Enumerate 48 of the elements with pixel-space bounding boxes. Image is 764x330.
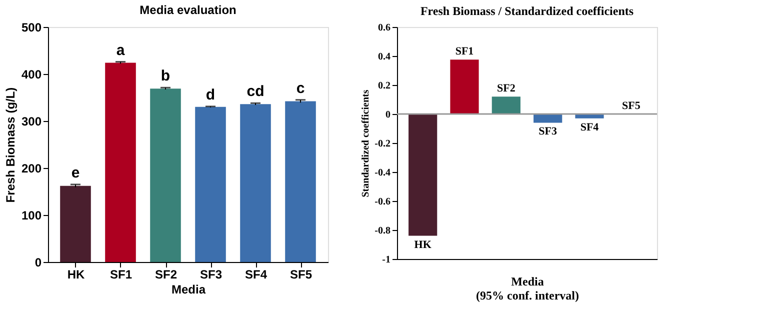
chart-title: Media evaluation (140, 3, 236, 17)
x-tick-label: HK (67, 268, 85, 282)
x-axis-title: Media (171, 282, 206, 296)
x-tick-label: SF2 (154, 268, 178, 282)
y-tick-label: -0.6 (374, 196, 390, 208)
y-tick-label: 0 (386, 110, 390, 120)
bar (492, 96, 520, 114)
x-tick-label: SF5 (622, 100, 641, 112)
x-axis-title: Media (95% conf. interval) (476, 274, 579, 302)
x-tick-label: SF4 (580, 121, 600, 134)
x-tick-label: SF3 (200, 268, 222, 282)
annotation: a (116, 42, 126, 59)
y-axis-title: Standardized coefficients (360, 90, 372, 198)
y-tick-label: -1 (382, 254, 390, 266)
y-tick-label: -0.4 (374, 168, 390, 178)
y-tick-label: -0.2 (374, 138, 390, 150)
annotation: d (206, 86, 216, 104)
bar (60, 186, 91, 262)
x-tick-label: SF1 (455, 46, 474, 58)
x-tick-label: SF3 (538, 126, 558, 138)
x-tick-label: SF1 (110, 268, 132, 282)
bar (450, 60, 479, 114)
y-axis-title: Fresh Biomass (g/L) (3, 87, 18, 203)
y-tick-label: 0.6 (378, 22, 390, 34)
x-tick-label: SF4 (244, 268, 268, 282)
bar (195, 106, 226, 262)
x-tick-label: SF5 (290, 268, 312, 282)
y-tick-label: 100 (21, 208, 42, 222)
bar (105, 62, 136, 262)
x-tick-label: HK (414, 238, 432, 251)
y-tick-label: 0.2 (378, 80, 390, 92)
y-tick-label: 500 (21, 20, 42, 34)
bar (150, 88, 181, 262)
y-tick-label: 300 (21, 114, 42, 128)
chart-title: Fresh Biomass / Standardized coefficients (420, 4, 634, 18)
y-tick-label: 400 (21, 68, 42, 82)
annotation: b (160, 68, 170, 85)
y-tick-label: 200 (21, 162, 42, 176)
annotation: e (71, 164, 80, 182)
y-tick-label: 0.4 (378, 52, 390, 62)
x-tick-label: SF2 (496, 82, 516, 95)
bar (285, 101, 316, 262)
bar (408, 114, 438, 236)
annotation: cd (246, 83, 264, 100)
bar (240, 104, 271, 262)
annotation: c (296, 80, 305, 97)
y-tick-label: 0 (34, 256, 42, 270)
y-tick-label: -0.8 (374, 226, 390, 236)
